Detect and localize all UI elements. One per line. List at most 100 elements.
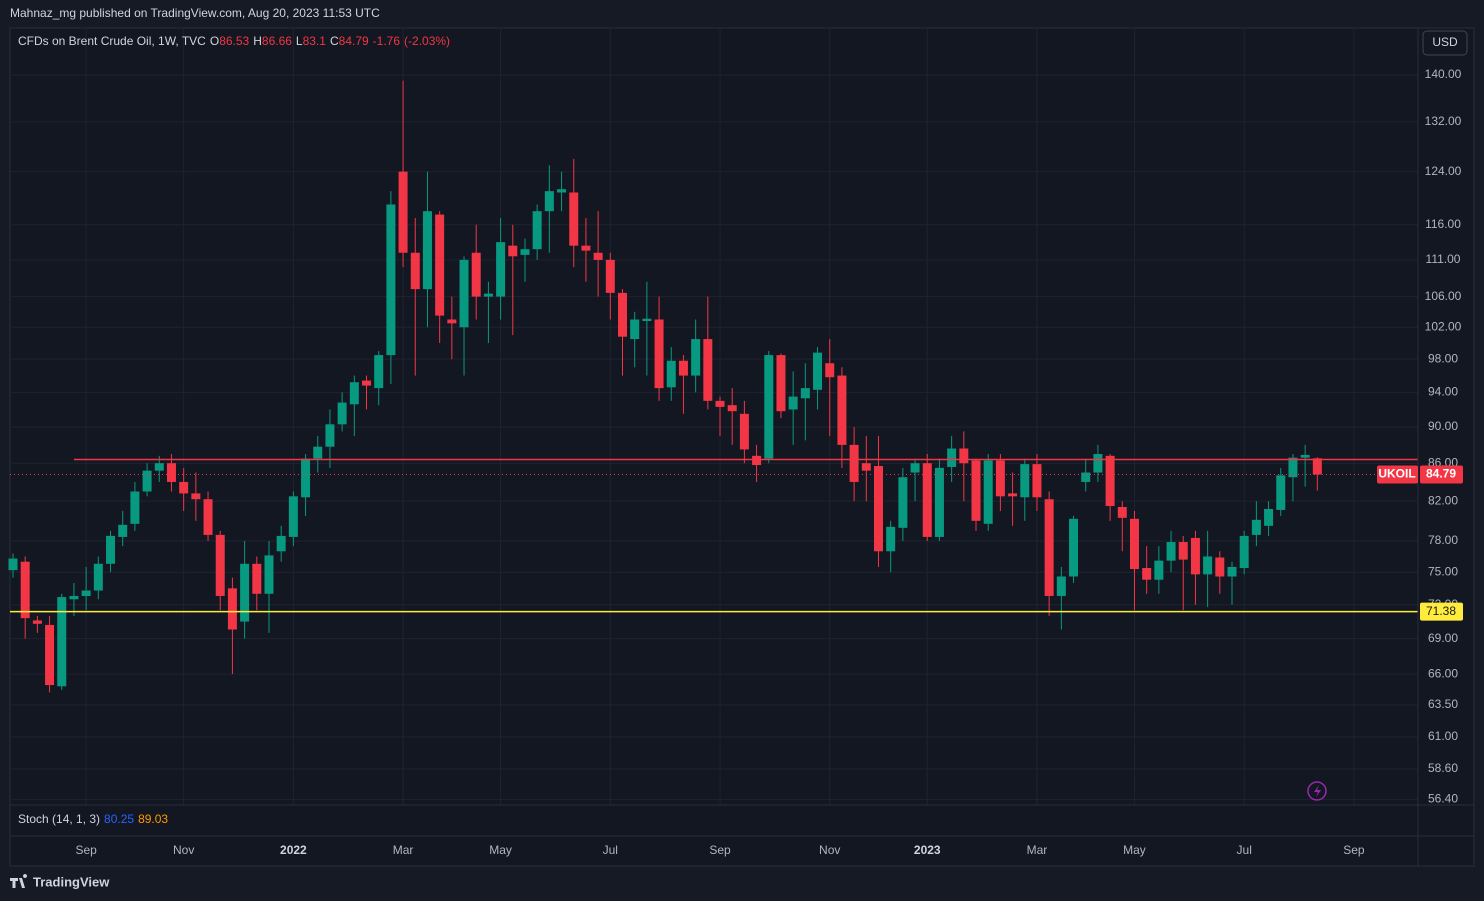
candle-body xyxy=(410,252,420,290)
symbol-tag: UKOIL xyxy=(1378,467,1415,481)
lightning-glyph xyxy=(1314,785,1321,797)
candle-body xyxy=(1129,518,1139,570)
candle-body xyxy=(849,444,859,482)
candle-body xyxy=(557,189,567,193)
candle-body xyxy=(825,363,835,378)
candle-body xyxy=(1093,453,1103,473)
candle-body xyxy=(8,558,18,571)
ohlc-value: 86.66 xyxy=(261,34,292,48)
candle-body xyxy=(471,252,481,297)
candle-body xyxy=(32,620,42,624)
candle-body xyxy=(800,388,810,399)
candle-body xyxy=(1008,493,1018,497)
candle-body xyxy=(1056,576,1066,596)
candle-body xyxy=(106,535,116,564)
candle-body xyxy=(922,463,932,537)
candle-body xyxy=(93,563,103,591)
candle-body xyxy=(398,171,408,253)
candle-body xyxy=(1190,537,1200,575)
candle-body xyxy=(142,470,152,492)
symbol-tag-box xyxy=(1377,465,1418,484)
candle-body xyxy=(532,211,542,250)
candle-body xyxy=(752,455,762,466)
price-label-box xyxy=(1420,602,1463,621)
candle-body xyxy=(252,563,262,594)
y-tick-label: 98.00 xyxy=(1428,351,1458,365)
candle-body xyxy=(1215,557,1225,577)
y-tick-label: 69.00 xyxy=(1428,631,1458,645)
candle-body xyxy=(227,588,237,630)
x-tick-label: Nov xyxy=(819,843,840,857)
candle-body xyxy=(837,375,847,445)
candle-body xyxy=(1251,519,1261,535)
change-value: -1.76 xyxy=(372,34,401,48)
candle-body xyxy=(618,292,627,337)
candle-body xyxy=(288,496,298,537)
x-tick-label: May xyxy=(489,843,512,857)
candle-body xyxy=(1154,560,1164,580)
candle-body xyxy=(264,555,274,594)
x-tick-label: May xyxy=(1123,843,1146,857)
candle-body xyxy=(739,413,749,450)
candle-body xyxy=(678,360,688,376)
x-tick-label: Jul xyxy=(1237,843,1252,857)
indicator-name: Stoch (14, 1, 3) xyxy=(18,812,101,826)
x-tick-label: Mar xyxy=(393,843,414,857)
candle-body xyxy=(1288,457,1298,478)
lightning-icon[interactable] xyxy=(1307,781,1327,801)
candle-body xyxy=(715,400,725,407)
y-tick-label: 78.00 xyxy=(1428,533,1458,547)
candle-body xyxy=(508,245,518,257)
currency-label: USD xyxy=(1432,35,1458,49)
candle-body xyxy=(215,534,225,596)
y-tick-label: 66.00 xyxy=(1428,666,1458,680)
candle-body xyxy=(20,561,30,619)
candle-body xyxy=(386,204,396,356)
x-tick-label: Nov xyxy=(173,843,194,857)
candle-body xyxy=(374,355,384,389)
candle-body xyxy=(325,424,335,447)
ohlc-letter: O xyxy=(209,34,220,48)
candle-body xyxy=(886,526,896,552)
candle-body xyxy=(337,402,347,425)
candle-body xyxy=(203,499,213,535)
indicator-value: 89.03 xyxy=(138,812,169,826)
candle-body xyxy=(240,563,250,622)
candle-body xyxy=(910,463,920,473)
candle-body xyxy=(593,252,603,260)
candle-body xyxy=(459,259,469,328)
ohlc-letter: H xyxy=(253,34,262,48)
candle-body xyxy=(1044,499,1054,596)
candle-body xyxy=(873,465,883,552)
ohlc-value: 86.53 xyxy=(219,34,250,48)
indicator-value: 80.25 xyxy=(104,812,135,826)
candle-body xyxy=(934,467,944,537)
price-label: 71.38 xyxy=(1426,604,1456,618)
grid xyxy=(10,28,1418,805)
x-tick-label: 2023 xyxy=(914,843,941,857)
candle-body xyxy=(605,259,615,293)
currency-button[interactable] xyxy=(1422,30,1468,56)
candle-body xyxy=(1105,455,1115,507)
candle-body xyxy=(1069,518,1079,577)
candle-body xyxy=(569,192,579,246)
x-tick-label: 2022 xyxy=(280,843,307,857)
y-tick-label: 58.60 xyxy=(1428,761,1458,775)
y-tick-label: 56.40 xyxy=(1428,792,1458,806)
candle-body xyxy=(1300,454,1310,458)
candle-body xyxy=(1178,542,1188,560)
candle-body xyxy=(861,463,871,471)
candle-body xyxy=(69,595,79,600)
candle-body xyxy=(447,319,457,324)
candle-body xyxy=(276,535,286,552)
x-tick-label: Mar xyxy=(1027,843,1048,857)
ohlc-value: 84.79 xyxy=(338,34,369,48)
indicator-legend: Stoch (14, 1, 3) 80.25 89.03 xyxy=(18,812,168,826)
candle-body xyxy=(154,463,164,471)
candle-body xyxy=(1032,464,1042,498)
candle-body xyxy=(349,382,359,405)
symbol-title: CFDs on Brent Crude Oil, 1W, TVC xyxy=(18,34,206,48)
candle-body xyxy=(422,211,432,290)
candle-body xyxy=(581,245,591,251)
